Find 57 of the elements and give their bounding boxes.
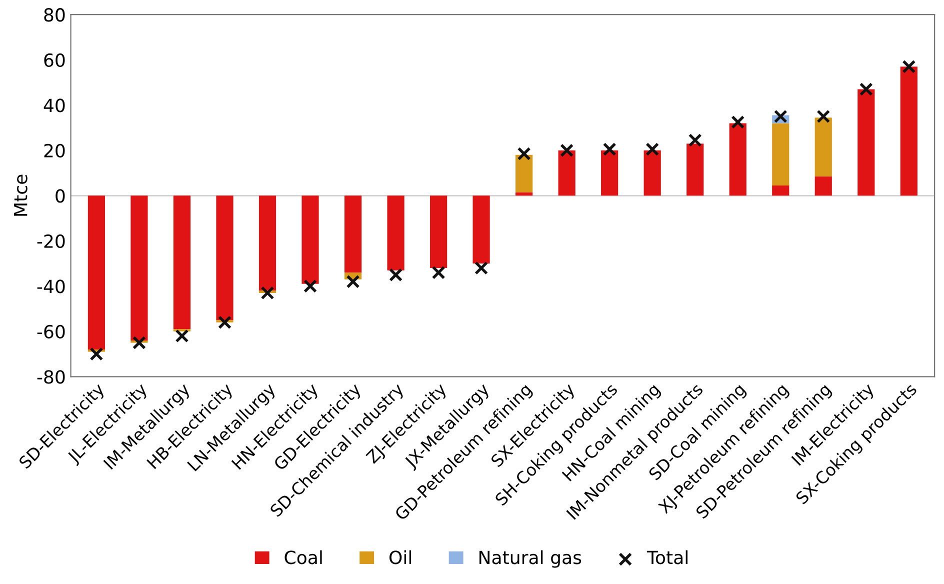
- point: [474, 261, 488, 275]
- bar: [302, 196, 319, 284]
- bar: [772, 185, 790, 196]
- bar: [258, 196, 276, 291]
- bar: [516, 192, 533, 196]
- point: [517, 147, 531, 161]
- y-tick-label: -40: [37, 280, 65, 294]
- point: [218, 316, 232, 330]
- y-axis-title: Mtce: [14, 174, 28, 216]
- legend-label: Natural gas: [479, 550, 582, 568]
- point: [560, 144, 574, 158]
- y-tick-label: 20: [44, 144, 65, 158]
- bar: [130, 196, 148, 340]
- bar: [344, 196, 362, 273]
- point: [175, 329, 189, 343]
- point: [432, 266, 446, 280]
- bar: [173, 196, 191, 330]
- point: [646, 142, 660, 156]
- y-tick-label: 60: [44, 53, 65, 67]
- bar: [558, 150, 576, 196]
- legend-label: Total: [646, 550, 688, 564]
- point: [132, 336, 146, 350]
- y-tick-label: -20: [37, 234, 65, 248]
- point: [602, 142, 616, 156]
- y-tick-label: 40: [44, 98, 65, 112]
- point: [389, 268, 403, 282]
- legend-label: Oil: [389, 550, 412, 564]
- bar: [858, 89, 875, 196]
- bar: [472, 196, 490, 264]
- point: [90, 347, 104, 361]
- bar: [601, 150, 618, 196]
- bar: [88, 196, 106, 350]
- point: [859, 82, 873, 96]
- y-tick-label: -60: [37, 324, 65, 339]
- point: [816, 110, 830, 124]
- point: [260, 286, 274, 300]
- bar: [686, 144, 704, 196]
- point: [688, 133, 702, 147]
- y-tick-label: 0: [56, 189, 65, 203]
- point: [346, 274, 360, 288]
- point: [731, 115, 745, 129]
- point: [774, 110, 788, 124]
- point: [303, 279, 318, 293]
- bar: [644, 150, 661, 196]
- bar: [516, 154, 533, 192]
- bar: [900, 66, 918, 196]
- bar: [387, 196, 404, 270]
- y-tick-label: 80: [44, 8, 65, 22]
- bar: [430, 196, 448, 268]
- bar: [729, 123, 746, 196]
- y-tick-label: -80: [37, 370, 65, 384]
- bar: [772, 123, 790, 186]
- point: [902, 60, 916, 74]
- bar: [216, 196, 234, 320]
- legend-label: Coal: [284, 550, 322, 564]
- bar: [814, 176, 832, 196]
- bar: [814, 118, 832, 176]
